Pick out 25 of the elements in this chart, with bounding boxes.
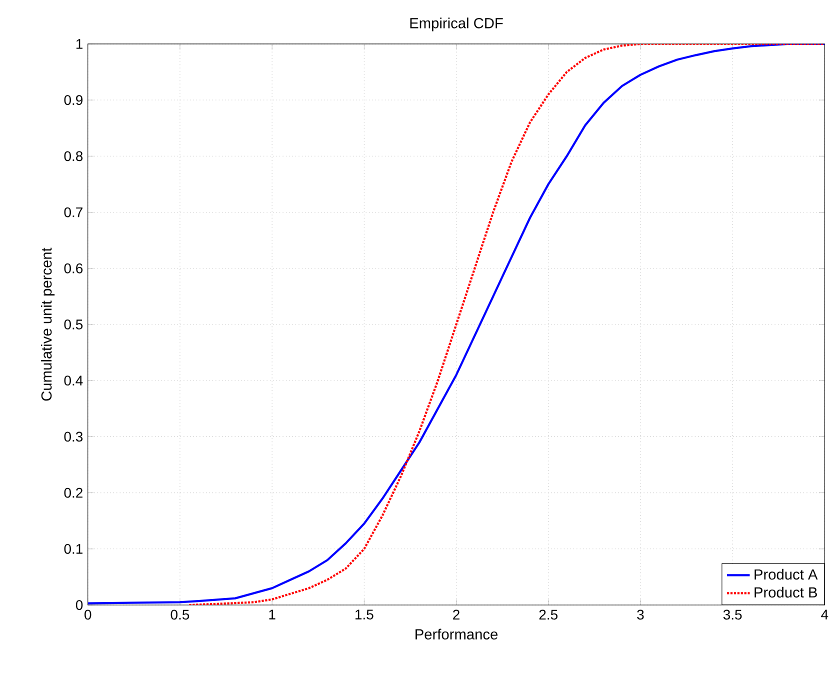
x-tick-label: 0.5 <box>170 610 190 620</box>
y-tick-label: 0 <box>76 600 83 610</box>
y-tick-label: 0.9 <box>64 95 82 106</box>
y-tick-label: 0.6 <box>64 263 83 274</box>
x-tick-label: 4 <box>821 610 828 620</box>
y-tick-label: 0.2 <box>64 488 82 498</box>
y-tick-label: 0.8 <box>64 151 83 162</box>
chart-title: Empirical CDF <box>410 18 503 32</box>
x-tick-label: 2.5 <box>539 610 558 620</box>
legend-label: Product A <box>754 568 818 580</box>
legend-label: Product B <box>754 586 817 598</box>
y-tick-label: 0.4 <box>64 376 83 386</box>
y-tick-label: 0.7 <box>64 207 82 218</box>
y-tick-label: 0.3 <box>64 432 83 442</box>
y-tick-label: 1 <box>76 39 82 49</box>
x-tick-label: 0 <box>84 610 92 620</box>
y-tick-label: 0.5 <box>64 320 83 330</box>
x-tick-label: 1.5 <box>356 610 374 620</box>
x-tick-label: 1 <box>269 610 276 620</box>
y-tick-label: 0.1 <box>64 544 82 554</box>
y-axis-title: Cumulative unit percent <box>40 248 55 401</box>
x-tick-label: 3 <box>637 610 644 620</box>
x-axis-title: Performance <box>416 628 498 640</box>
x-tick-label: 2 <box>453 610 460 620</box>
x-tick-label: 3.5 <box>723 610 742 620</box>
